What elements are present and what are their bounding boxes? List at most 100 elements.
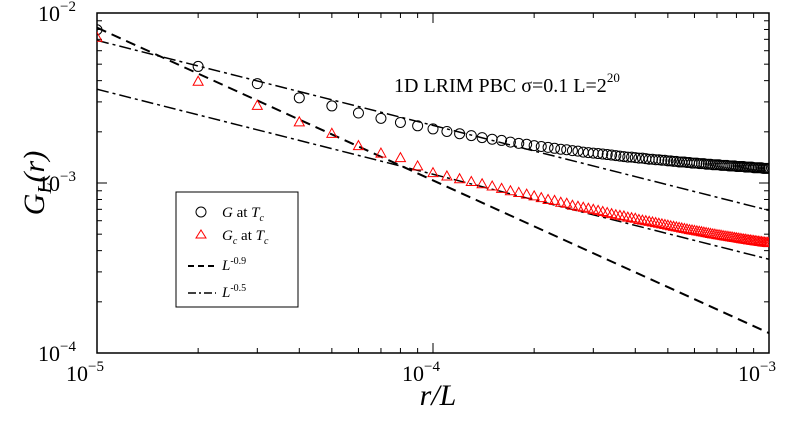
power-law-line-0.5 [97,88,769,260]
svg-text:L-0.9: L-0.9 [221,256,246,274]
chart-annotation: 1D LRIM PBC σ=0.1 L=220 [394,70,620,97]
data-point-triangle [528,189,540,201]
data-point-triangle [609,208,622,220]
data-point-circle [693,158,705,170]
power-law-line-0.5 [97,39,769,212]
data-point-circle [192,60,204,72]
data-point-triangle [649,216,662,228]
data-point-triangle [621,211,634,222]
power-law-line-0.9 [97,26,769,334]
data-point-circle [528,140,540,152]
data-point-triangle [512,186,525,197]
data-point-triangle [675,221,688,233]
data-point-triangle [633,213,645,224]
data-point-triangle [643,215,656,226]
data-point-circle [662,155,674,167]
data-point-triangle [251,99,264,110]
data-point-circle [465,130,477,142]
data-point-triangle [560,197,573,208]
reference-lines [97,26,769,334]
data-point-triangle [293,115,306,127]
data-point-triangle [667,220,680,231]
data-point-triangle [375,147,387,158]
data-point-circle [352,107,364,119]
data-point-circle [394,116,406,128]
data-point-triangle [614,209,626,220]
data-point-triangle [411,159,424,171]
data-point-triangle [427,166,439,178]
data-point-circle [375,112,387,124]
y-tick-label: 10−4 [38,339,76,366]
legend-marker-triangle [195,229,207,239]
data-point-triangle [625,211,638,223]
data-point-circle [561,144,573,156]
data-point-circle [513,137,525,149]
data-point-circle [572,145,584,157]
data-point-circle [542,141,554,153]
data-point-triangle [453,172,466,184]
data-point-circle [610,150,622,162]
data-point-triangle [664,219,677,231]
data-point-triangle [352,139,365,151]
data-point-circle [496,134,508,146]
x-tick-label: 10−5 [66,359,104,386]
data-point-circle [504,136,516,148]
series-g [97,24,769,174]
x-axis-ticks: 10−5 10−4 10−3 [66,13,776,386]
y-tick-label: 10−3 [38,169,76,196]
data-point-circle [656,154,668,166]
svg-text:L-0.5: L-0.5 [221,283,246,301]
series-gc [97,31,769,248]
data-point-circle [326,100,338,112]
x-axis-title: r/L [420,379,457,412]
data-point-circle [521,138,533,150]
data-point-triangle [504,184,517,196]
data-point-circle [650,154,662,166]
legend-item-g: G at Tc [195,205,265,224]
data-point-circle [614,150,626,162]
data-point-triangle [646,215,659,227]
svg-text:Gc at Tc: Gc at Tc [222,228,269,247]
data-point-triangle [495,182,508,193]
data-point-circle [592,148,604,160]
data-point-triangle [656,217,668,229]
legend-item-l09: L-0.9 [188,256,246,274]
data-point-circle [606,149,618,161]
data-point-triangle [441,169,453,181]
data-point-circle [549,142,561,154]
data-point-circle [454,128,466,140]
data-point-triangle [652,217,665,228]
data-point-circle [535,140,547,152]
y-axis-title: GL(r) [18,151,56,215]
legend-item-l05: L-0.5 [188,283,246,301]
data-point-triangle [554,196,567,207]
y-tick-label: 10−2 [38,0,76,26]
data-point-circle [293,92,305,104]
legend-item-gc: Gc at Tc [195,228,269,247]
data-point-circle [597,148,609,160]
svg-text:G at Tc: G at Tc [222,205,265,224]
data-point-triangle [577,201,590,212]
data-point-circle [97,24,103,36]
data-point-circle [618,151,630,163]
data-point-triangle [673,221,685,232]
data-point-circle [622,151,634,163]
legend-marker-circle [195,206,207,218]
data-point-triangle [629,212,642,223]
x-tick-label: 10−3 [738,359,776,386]
data-point-circle [696,158,708,170]
data-point-triangle [192,75,204,86]
data-point-circle [555,143,567,155]
legend: G at Tc Gc at Tc L-0.9 L-0.5 [175,191,299,308]
data-point-triangle [639,214,652,226]
data-point-circle [763,162,769,174]
data-point-triangle [542,193,554,204]
data-series [97,24,769,248]
data-point-triangle [326,127,338,138]
data-point-circle [427,123,439,135]
data-point-triangle [662,219,674,230]
data-point-triangle [636,214,649,225]
data-point-triangle [678,222,691,233]
data-point-circle [251,78,263,90]
